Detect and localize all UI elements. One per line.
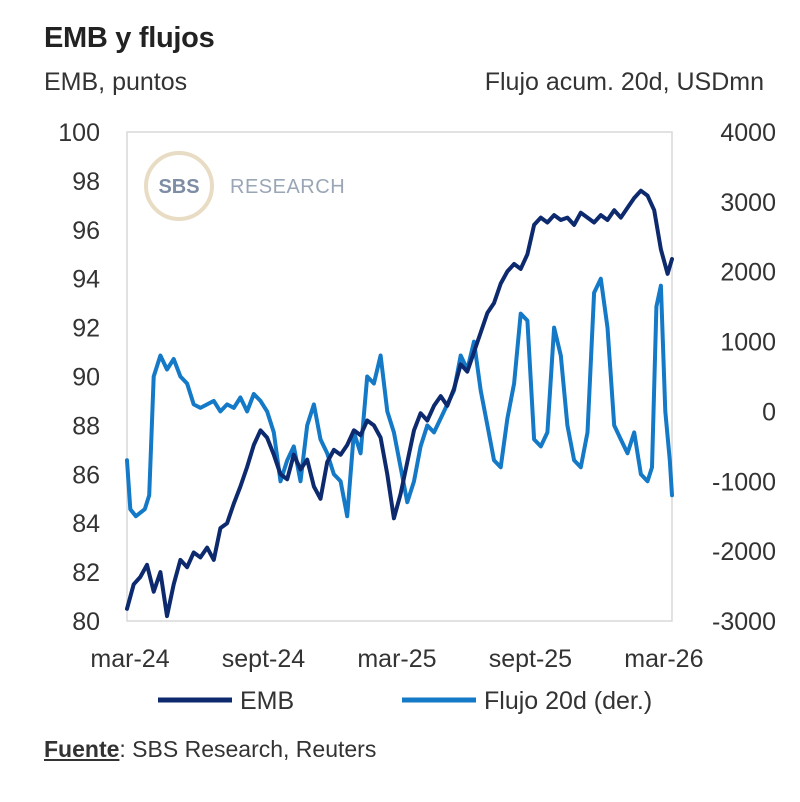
y-right-tick-label: -2000 (712, 538, 776, 566)
logo-research-text: RESEARCH (230, 176, 345, 198)
logo-ring (144, 151, 214, 221)
series-flujo-line (125, 276, 674, 519)
y-left-tick-label: 92 (72, 315, 100, 343)
x-tick-label: mar-26 (624, 645, 703, 673)
y-left-tick-label: 98 (72, 168, 100, 196)
y-left-tick-label: 90 (72, 364, 100, 392)
y-right-tick-label: -3000 (712, 608, 776, 636)
legend-flujo-label: Flujo 20d (der.) (484, 687, 652, 715)
y-right-tick-label: 1000 (720, 329, 776, 357)
right-axis-title: Flujo acum. 20d, USDmn (484, 68, 764, 96)
y-left-tick-label: 84 (72, 510, 100, 538)
x-tick-label: sept-25 (489, 645, 572, 673)
legend: EMB Flujo 20d (der.) (158, 687, 652, 715)
x-tick-label: mar-24 (90, 645, 169, 673)
y-right-tick-label: -1000 (712, 468, 776, 496)
chart-title: EMB y flujos (44, 22, 215, 54)
x-tick-label: mar-25 (357, 645, 436, 673)
logo-brand-text: SBS (158, 176, 199, 198)
source-label: Fuente (44, 736, 120, 762)
y-left-tick-label: 86 (72, 461, 100, 489)
y-right-tick-label: 4000 (720, 119, 776, 147)
tick-layer: 100 98 96 94 92 90 88 86 84 82 80 4000 3000 2000 1000 0… (58, 119, 776, 673)
source-note: Fuente: SBS Research, Reuters (44, 736, 376, 763)
plot-frame (126, 131, 673, 622)
sbs-research-logo: SBS RESEARCH (144, 151, 345, 221)
grid-layer (126, 131, 673, 622)
y-right-tick-label: 3000 (720, 189, 776, 217)
source-text: : SBS Research, Reuters (119, 736, 377, 762)
series-layer (125, 188, 674, 619)
y-right-tick-label: 0 (762, 398, 776, 426)
series-emb-line (125, 188, 674, 619)
left-axis-title: EMB, puntos (44, 68, 188, 96)
legend-emb-label: EMB (240, 687, 294, 715)
y-left-tick-label: 94 (72, 266, 100, 294)
x-tick-label: sept-24 (222, 645, 305, 673)
y-left-tick-label: 96 (72, 217, 100, 245)
y-left-tick-label: 88 (72, 412, 100, 440)
y-left-tick-label: 100 (58, 119, 100, 147)
y-left-tick-label: 80 (72, 608, 100, 636)
y-right-tick-label: 2000 (720, 259, 776, 287)
y-left-tick-label: 82 (72, 559, 100, 587)
